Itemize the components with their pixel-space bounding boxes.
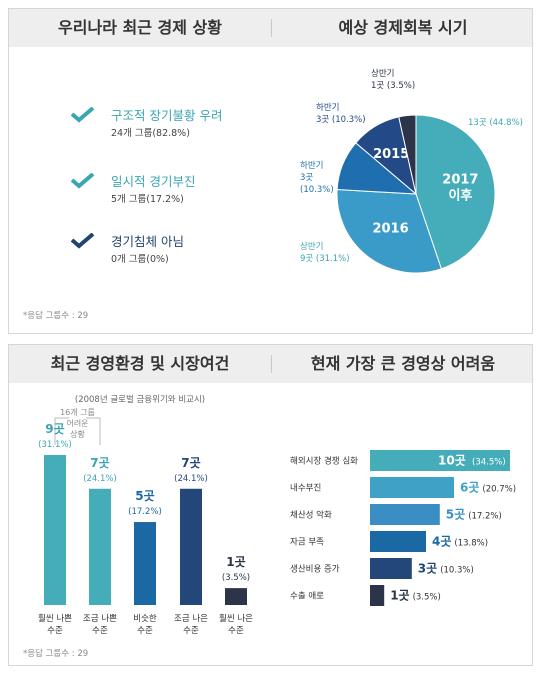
top-panel-header: 우리나라 최근 경제 상황 예상 경제회복 시기 bbox=[9, 9, 532, 47]
bar-pct-label: (24.1%) bbox=[83, 474, 117, 484]
difficulty-bar bbox=[370, 531, 426, 552]
status-label: 경기침체 아님 bbox=[111, 234, 184, 249]
bar-category-label: 훨씬 나은 bbox=[219, 613, 253, 624]
difficulty-pct-label: (13.8%) bbox=[454, 539, 488, 549]
bracket-label: 16개 그룹 bbox=[60, 407, 95, 417]
bottom-respondents-note: *응답 그룹수 : 29 bbox=[23, 649, 89, 659]
difficulty-title: 현재 가장 큰 경영상 어려움 bbox=[310, 354, 496, 373]
bar-category-label: 수준 bbox=[183, 626, 199, 636]
difficulty-pct-label: (3.5%) bbox=[413, 593, 441, 603]
status-detail: 24개 그룹(82.8%) bbox=[111, 128, 190, 139]
bar-pct-label: (17.2%) bbox=[128, 507, 162, 517]
pie-inner-label: 2015 bbox=[373, 147, 409, 162]
header-divider bbox=[271, 355, 272, 373]
difficulty-pct-label: (20.7%) bbox=[482, 485, 516, 495]
pie-value-label: 3곳 bbox=[300, 173, 313, 183]
bar bbox=[44, 455, 66, 605]
status-label: 일시적 경기부진 bbox=[111, 174, 196, 189]
difficulty-pct-label: (10.3%) bbox=[440, 566, 474, 576]
pie-value-label: 9곳 (31.1%) bbox=[300, 254, 350, 264]
bar-pct-label: (24.1%) bbox=[174, 474, 208, 484]
bar bbox=[180, 488, 202, 605]
bar-pct-label: (3.5%) bbox=[222, 573, 250, 583]
bracket-label: 어려운 bbox=[66, 418, 88, 428]
pie-inner-label: 이후 bbox=[448, 188, 472, 204]
bar-count-label: 5곳 bbox=[135, 489, 154, 503]
bar bbox=[225, 588, 247, 605]
bar bbox=[89, 488, 111, 605]
pie-slice bbox=[336, 189, 442, 274]
pie-value-label: 1곳 (3.5%) bbox=[371, 81, 415, 91]
difficulty-bar bbox=[370, 585, 385, 606]
difficulty-count-label: 5곳 bbox=[446, 508, 465, 522]
current-economy-title: 우리나라 최근 경제 상황 bbox=[58, 18, 222, 37]
status-detail: 5개 그룹(17.2%) bbox=[111, 194, 184, 205]
bar-category-label: 수준 bbox=[137, 626, 153, 636]
bar-count-label: 7곳 bbox=[90, 456, 109, 470]
top-respondents-note: *응답 그룹수 : 29 bbox=[23, 311, 89, 321]
pie-inner-label: 2016 bbox=[372, 221, 408, 236]
top-panel: 우리나라 최근 경제 상황 예상 경제회복 시기 구조적 장기불황 우려 24개 … bbox=[8, 8, 533, 334]
difficulty-count-label: 4곳 bbox=[432, 535, 451, 549]
business-environment-title: 최근 경영환경 및 시장여건 bbox=[50, 354, 230, 373]
bar-category-label: 조금 나은 bbox=[174, 614, 208, 624]
difficulty-bar bbox=[370, 558, 412, 579]
difficulty-bar bbox=[370, 504, 440, 525]
difficulty-category-label: 내수부진 bbox=[290, 483, 321, 494]
recovery-timing-title: 예상 경제회복 시기 bbox=[338, 18, 468, 37]
pie-value-label: 상반기 bbox=[300, 241, 323, 252]
pie-slice bbox=[415, 114, 496, 270]
bar-pct-label: (31.1%) bbox=[38, 440, 72, 450]
difficulty-count-label: 1곳 bbox=[390, 589, 409, 603]
bar-count-label: 1곳 bbox=[226, 555, 245, 569]
checkmark-icon bbox=[71, 107, 95, 123]
bar-category-label: 수준 bbox=[92, 626, 108, 636]
pie-value-label: 상반기 bbox=[371, 68, 394, 79]
chart-subtitle: (2008년 글로벌 금융위기와 비교시) bbox=[75, 394, 205, 405]
bracket-label: 상황 bbox=[70, 429, 85, 439]
difficulty-bar bbox=[370, 477, 454, 498]
bar bbox=[134, 522, 156, 605]
bar-category-label: 비슷한 bbox=[133, 614, 157, 624]
difficulty-category-label: 채산성 악화 bbox=[290, 510, 332, 521]
difficulty-count-label: 3곳 bbox=[418, 562, 437, 576]
bracket-line bbox=[54, 417, 101, 445]
difficulty-bar bbox=[370, 450, 510, 471]
difficulty-count-label: 10곳 bbox=[438, 454, 466, 468]
bar-category-label: 수준 bbox=[228, 626, 244, 636]
bottom-panel: 최근 경영환경 및 시장여건 현재 가장 큰 경영상 어려움 (2008년 글로… bbox=[8, 344, 533, 666]
checkmark-icon bbox=[71, 173, 95, 189]
bottom-panel-header: 최근 경영환경 및 시장여건 현재 가장 큰 경영상 어려움 bbox=[9, 345, 532, 383]
pie-inner-label: 2017 bbox=[442, 173, 478, 188]
difficulty-count-label: 6곳 bbox=[460, 481, 479, 495]
pie-value-label: 하반기 bbox=[300, 160, 323, 171]
checkmark-icon bbox=[71, 233, 95, 249]
difficulty-pct-label: (34.5%) bbox=[472, 458, 506, 468]
difficulty-category-label: 수출 애로 bbox=[290, 591, 324, 602]
difficulty-category-label: 자금 부족 bbox=[290, 538, 324, 548]
bar-category-label: 수준 bbox=[47, 626, 63, 636]
pie-value-label: 3곳 (10.3%) bbox=[316, 115, 366, 125]
bar-count-label: 7곳 bbox=[181, 456, 200, 470]
status-detail: 0개 그룹(0%) bbox=[111, 254, 169, 265]
pie-value-label: 13곳 (44.8%) bbox=[468, 118, 523, 128]
status-label: 구조적 장기불황 우려 bbox=[111, 108, 223, 123]
difficulty-category-label: 생산비용 증가 bbox=[290, 564, 340, 575]
difficulty-category-label: 해외시장 경쟁 심화 bbox=[290, 456, 358, 467]
pie-slice bbox=[398, 114, 417, 195]
pie-value-label: 하반기 bbox=[316, 102, 339, 113]
difficulty-pct-label: (17.2%) bbox=[468, 512, 502, 522]
bar-category-label: 조금 나쁜 bbox=[83, 614, 117, 624]
header-divider bbox=[271, 19, 272, 37]
pie-value-label: (10.3%) bbox=[300, 185, 334, 195]
bar-category-label: 훨씬 나쁜 bbox=[38, 613, 72, 624]
bar-count-label: 9곳 bbox=[45, 422, 64, 436]
